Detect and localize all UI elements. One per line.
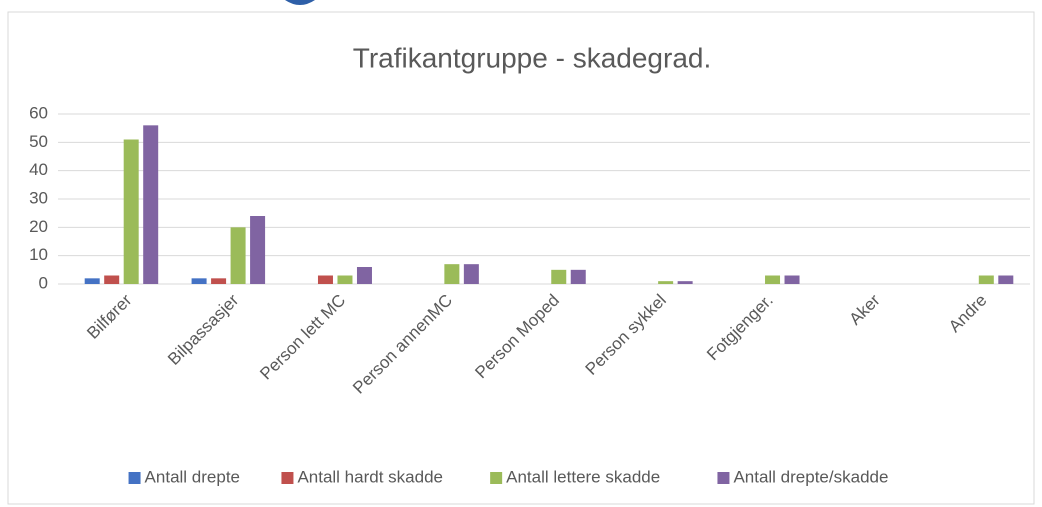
legend-swatch [281,472,294,484]
bar [998,275,1014,284]
bar [84,278,100,284]
legend-label: Antall lettere skadde [506,467,660,486]
legend-label: Antall drepte [145,467,240,486]
bar [356,267,372,284]
y-tick-label: 0 [39,273,48,292]
bar [317,275,333,284]
bar [658,281,674,284]
legend-label: Antall drepte/skadde [733,467,888,486]
legend-swatch [128,472,141,484]
y-tick-label: 30 [29,188,48,207]
bar [444,264,460,284]
bar [143,125,159,284]
logo-fragment [285,0,315,5]
chart-title: Trafikantgruppe - skadegrad. [353,42,712,73]
y-tick-label: 60 [29,103,48,122]
bar [230,227,246,284]
legend-label: Antall hardt skadde [297,467,443,486]
bar [191,278,207,284]
y-tick-label: 20 [29,217,48,236]
bar [570,269,586,284]
bar [337,275,353,284]
y-tick-label: 40 [29,160,48,179]
bar [784,275,800,284]
bar [463,264,479,284]
bar [250,216,266,284]
chart-frame [7,11,1035,505]
bar [677,281,693,284]
bar [551,269,567,284]
bar [104,275,120,284]
bar [765,275,781,284]
y-tick-label: 50 [29,132,48,151]
legend-swatch [717,472,730,484]
bar [211,278,227,284]
y-tick-label: 10 [29,245,48,264]
bar [978,275,994,284]
bar [123,139,139,284]
legend-swatch [490,472,503,484]
